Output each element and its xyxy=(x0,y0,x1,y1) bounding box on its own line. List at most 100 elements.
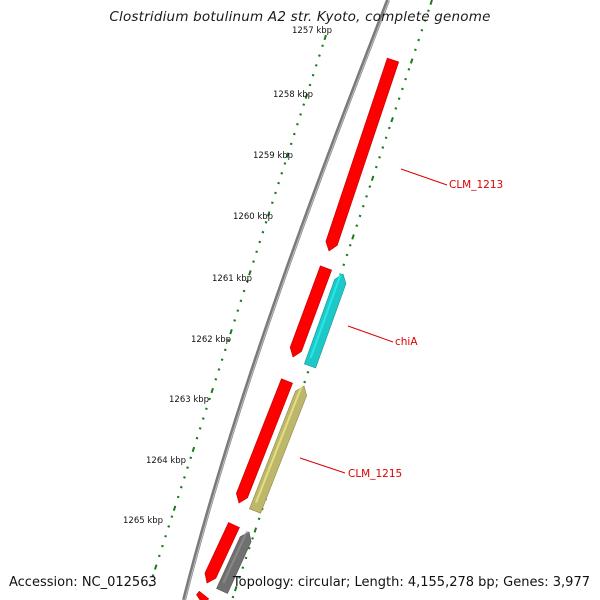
ruler-tick-mark xyxy=(248,270,252,276)
ruler-tick-mark xyxy=(154,564,158,570)
ruler-tick-mark xyxy=(314,64,318,67)
ruler-tick-mark xyxy=(370,175,375,181)
ruler-tick-mark xyxy=(201,417,205,420)
ruler-tick-mark xyxy=(186,466,189,469)
gene-arrow-body[interactable] xyxy=(289,265,333,358)
ruler-tick-mark xyxy=(167,525,171,528)
ruler-tick-mark xyxy=(420,28,424,32)
ruler-tick-mark xyxy=(161,544,164,548)
ruler-tick-mark xyxy=(264,221,268,224)
ruler-tick-mark xyxy=(242,289,246,293)
gene-arrow-body[interactable] xyxy=(196,590,210,600)
ruler-tick-mark xyxy=(358,214,362,218)
ruler-tick-label: 1265 kbp xyxy=(123,516,163,526)
ruler-tick-mark xyxy=(345,253,349,257)
gene-arrow-shine xyxy=(239,379,286,496)
ruler-tick-label: 1259 kbp xyxy=(253,151,293,161)
ruler-tick-mark xyxy=(280,172,284,175)
ruler-tick-mark xyxy=(233,319,237,322)
gene-leader-line xyxy=(347,325,394,343)
ruler-tick-mark xyxy=(384,136,388,140)
ruler-tick-mark xyxy=(210,387,214,394)
accession-text: Accession: NC_012563 xyxy=(9,575,157,590)
gene-label[interactable]: CLM_1215 xyxy=(348,468,402,480)
ruler-tick-mark xyxy=(277,181,280,185)
ruler-tick-mark xyxy=(368,185,372,188)
gene-arrow-shine xyxy=(292,266,325,350)
kbp-ruler-labels: 1257 kbp 1258 kbp 1259 kbp 1260 kbp 1261 kbp… xyxy=(123,26,332,526)
ruler-tick-mark xyxy=(423,19,427,22)
ruler-tick-mark xyxy=(394,107,398,110)
ruler-tick-mark xyxy=(164,534,167,538)
gene-arrow-shine xyxy=(309,272,342,359)
ruler-tick-mark xyxy=(365,195,368,198)
gene-label-layer: CLM_1213 chiA CLM_1215 xyxy=(299,168,503,480)
gene-arrow[interactable] xyxy=(289,265,333,358)
ruler-tick-mark xyxy=(172,505,177,511)
ruler-tick-mark xyxy=(311,73,315,77)
gene-arrow[interactable] xyxy=(236,378,293,504)
ruler-tick-mark xyxy=(285,152,290,158)
gene-arrow-shine xyxy=(207,523,234,576)
ruler-tick-mark xyxy=(361,204,365,208)
gene-arrow-body[interactable] xyxy=(236,378,293,504)
gene-arrow[interactable] xyxy=(204,522,240,584)
ruler-tick-mark xyxy=(283,162,287,165)
gene-leader-line xyxy=(400,168,448,186)
ruler-tick-mark xyxy=(387,126,391,130)
gene-label[interactable]: CLM_1213 xyxy=(449,179,503,191)
ruler-tick-label: 1262 kbp xyxy=(191,335,231,345)
ruler-tick-mark xyxy=(195,436,199,440)
map-title: Clostridium botulinum A2 str. Kyoto, com… xyxy=(109,9,491,25)
ruler-tick-mark xyxy=(374,165,378,169)
gene-arrow[interactable] xyxy=(249,384,307,514)
gene-arrow-body[interactable] xyxy=(325,57,400,252)
ruler-tick-mark xyxy=(205,407,208,411)
ruler-tick-label: 1263 kbp xyxy=(169,395,209,405)
ruler-tick-mark xyxy=(239,299,243,303)
ruler-tick-mark xyxy=(241,566,245,569)
gene-arrow[interactable] xyxy=(303,272,347,369)
ruler-tick-mark xyxy=(427,9,430,13)
ruler-tick-label: 1257 kbp xyxy=(292,26,332,36)
gene-layer xyxy=(196,57,400,600)
gene-label[interactable]: chiA xyxy=(395,336,418,348)
gene-arrow[interactable] xyxy=(325,57,400,252)
ruler-tick-mark xyxy=(267,211,271,217)
ruler-tick-mark xyxy=(308,83,312,87)
ruler-tick-mark xyxy=(255,250,258,254)
ruler-tick-mark xyxy=(429,0,433,6)
ruler-tick-mark xyxy=(404,77,407,81)
ruler-tick-mark xyxy=(304,93,309,99)
gene-arrow-shine xyxy=(198,593,204,598)
ruler-tick-mark xyxy=(176,495,180,499)
ruler-tick-mark xyxy=(191,446,196,453)
ruler-tick-mark xyxy=(351,234,355,240)
ruler-tick-mark xyxy=(189,456,193,460)
ruler-tick-mark xyxy=(170,515,174,518)
ruler-tick-mark xyxy=(151,574,155,577)
ruler-tick-mark xyxy=(274,191,277,195)
genome-backbone-highlight xyxy=(184,0,390,600)
ruler-tick-mark xyxy=(179,485,183,489)
ruler-tick-mark xyxy=(378,155,381,159)
ruler-tick-mark xyxy=(208,397,211,401)
ruler-tick-mark xyxy=(414,48,417,52)
genome-backbone xyxy=(182,0,390,600)
gene-arrow-body[interactable] xyxy=(204,522,240,584)
ruler-tick-label: 1264 kbp xyxy=(146,456,186,466)
gene-arrow[interactable] xyxy=(216,530,252,594)
gene-arrow[interactable] xyxy=(196,590,210,600)
ruler-tick-mark xyxy=(401,87,404,91)
ruler-tick-mark xyxy=(303,380,307,384)
ruler-tick-mark xyxy=(238,576,241,579)
ruler-tick-mark xyxy=(348,243,352,247)
ruler-tick-mark xyxy=(299,113,302,116)
ruler-tick-label: 1258 kbp xyxy=(273,90,313,100)
ruler-tick-mark xyxy=(381,146,385,149)
ruler-tick-mark xyxy=(247,546,251,550)
gene-arrow-shine xyxy=(328,59,392,244)
ruler-tick-mark xyxy=(157,554,161,558)
ruler-tick-mark xyxy=(245,279,249,283)
